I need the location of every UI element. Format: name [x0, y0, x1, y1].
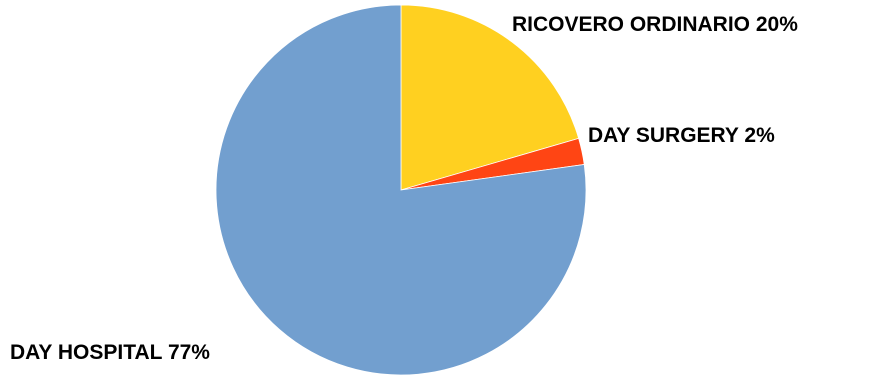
slice-label-ricovero-ordinario: RICOVERO ORDINARIO 20% [512, 13, 798, 36]
pie-slice-ricovero-ordinario [400, 4, 580, 191]
slice-label-day-surgery: DAY SURGERY 2% [588, 124, 775, 147]
pie-slices [215, 4, 587, 376]
pie-labels: RICOVERO ORDINARIO 20% DAY SURGERY 2% DA… [10, 13, 798, 364]
slice-label-day-hospital: DAY HOSPITAL 77% [10, 341, 210, 364]
pie-slice-day-hospital [215, 4, 587, 376]
